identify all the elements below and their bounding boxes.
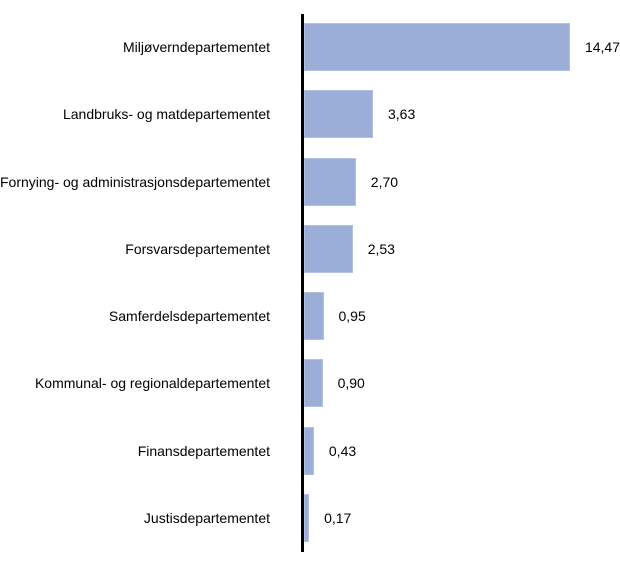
value-label: 0,43 bbox=[328, 442, 357, 459]
value-label: 0,17 bbox=[324, 510, 352, 527]
category-label: Landbruks- og matdepartementet bbox=[62, 106, 270, 123]
bar bbox=[304, 359, 323, 408]
chart-row: Kommunal- og regionaldepartementet 0,90 bbox=[0, 359, 620, 408]
chart-row: Fornying- og administrasjonsdepartemente… bbox=[0, 157, 620, 206]
category-label: Samferdelsdepartementet bbox=[108, 308, 270, 325]
chart-rows: Miljøverndepartementet 14,47 Landbruks- … bbox=[0, 23, 620, 543]
bar bbox=[304, 157, 356, 206]
bar bbox=[304, 292, 324, 341]
category-label: Miljøverndepartementet bbox=[122, 38, 270, 55]
chart-row: Landbruks- og matdepartementet 3,63 bbox=[0, 90, 620, 139]
bar bbox=[304, 494, 310, 543]
chart-row: Forsvarsdepartementet 2,53 bbox=[0, 224, 620, 273]
category-label: Fornying- og administrasjonsdepartemente… bbox=[0, 173, 271, 190]
chart-row: Miljøverndepartementet 14,47 bbox=[0, 23, 620, 71]
value-label: 2,70 bbox=[370, 173, 399, 190]
category-label: Kommunal- og regionaldepartementet bbox=[34, 375, 270, 392]
category-label: Forsvarsdepartementet bbox=[125, 240, 270, 257]
category-label: Finansdepartementet bbox=[137, 442, 270, 459]
chart-row: Justisdepartementet 0,17 bbox=[0, 494, 620, 543]
value-label: 2,53 bbox=[367, 240, 395, 257]
chart-row: Samferdelsdepartementet 0,95 bbox=[0, 292, 620, 341]
bar bbox=[304, 224, 353, 273]
category-label: Justisdepartementet bbox=[143, 510, 270, 527]
y-axis-line bbox=[301, 14, 304, 552]
value-label: 0,95 bbox=[338, 308, 366, 325]
bar bbox=[304, 90, 373, 139]
value-label: 14,47 bbox=[584, 39, 620, 55]
chart-row: Finansdepartementet 0,43 bbox=[0, 426, 620, 475]
bar bbox=[304, 426, 314, 475]
bar bbox=[304, 23, 570, 71]
value-label: 0,90 bbox=[337, 375, 365, 392]
value-label: 3,63 bbox=[388, 106, 416, 123]
